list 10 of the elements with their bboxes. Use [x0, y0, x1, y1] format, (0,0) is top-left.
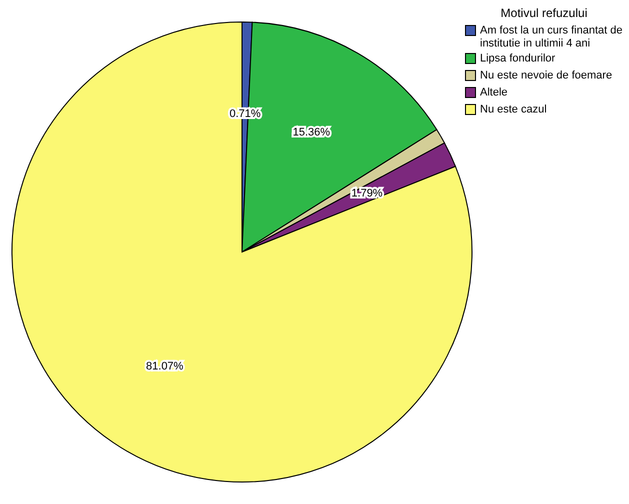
legend-label: Altele	[480, 86, 508, 98]
data-label: 15.36%	[292, 126, 330, 139]
legend-title: Motivul refuzului	[500, 6, 588, 20]
data-label: 1.79%	[351, 188, 383, 200]
legend-label: Nu este nevoie de foemare	[480, 70, 612, 82]
legend-label: Am fost la un curs finantat de institutie in ultimii 4 ani	[480, 24, 622, 50]
data-label: 81.07%	[146, 360, 184, 372]
legend-label: Nu este cazul	[480, 104, 547, 116]
legend-label: Lipsa fondurilor	[480, 52, 556, 64]
pie-slice	[12, 22, 472, 482]
